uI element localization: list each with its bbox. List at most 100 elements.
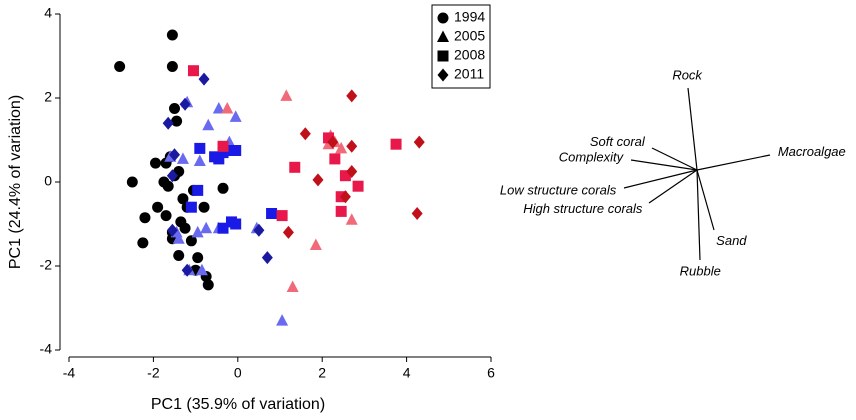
point bbox=[289, 161, 301, 173]
point bbox=[217, 222, 229, 234]
point bbox=[179, 222, 191, 234]
point bbox=[187, 65, 199, 77]
point bbox=[166, 29, 178, 41]
loading-vector bbox=[623, 169, 698, 189]
point bbox=[346, 139, 358, 153]
point bbox=[162, 180, 174, 192]
point bbox=[335, 141, 348, 154]
point bbox=[286, 280, 299, 292]
legend-label: 1994 bbox=[454, 9, 485, 25]
point bbox=[411, 207, 423, 220]
point bbox=[346, 165, 358, 178]
point bbox=[194, 142, 206, 154]
point bbox=[166, 169, 178, 183]
point bbox=[150, 157, 162, 169]
point bbox=[193, 154, 206, 166]
y-tick-label: -4 bbox=[40, 341, 53, 357]
legend-marker bbox=[437, 68, 449, 82]
point bbox=[266, 208, 278, 219]
legend-marker bbox=[437, 12, 449, 24]
point bbox=[176, 152, 189, 164]
point bbox=[276, 210, 288, 222]
point bbox=[114, 61, 126, 72]
point bbox=[185, 201, 197, 213]
loading-vector bbox=[630, 159, 698, 171]
vector-label: High structure corals bbox=[523, 201, 643, 216]
point bbox=[223, 145, 235, 156]
point bbox=[192, 252, 204, 264]
point bbox=[229, 110, 242, 122]
point bbox=[169, 148, 180, 162]
point bbox=[169, 103, 180, 114]
point bbox=[162, 116, 174, 130]
point bbox=[202, 279, 214, 291]
loading-vector bbox=[687, 87, 698, 171]
point bbox=[217, 182, 229, 194]
vector-label: Low structure corals bbox=[500, 182, 617, 197]
point bbox=[166, 223, 178, 237]
point bbox=[327, 135, 339, 149]
point bbox=[312, 173, 324, 187]
point bbox=[390, 138, 402, 150]
point bbox=[172, 232, 185, 244]
point bbox=[413, 135, 425, 149]
point bbox=[345, 213, 358, 225]
point bbox=[213, 153, 225, 165]
point bbox=[191, 225, 204, 238]
point bbox=[198, 72, 210, 86]
point bbox=[173, 250, 185, 261]
legend-label: 2005 bbox=[454, 28, 485, 44]
point bbox=[185, 235, 197, 247]
x-tick-label: 6 bbox=[487, 365, 495, 381]
y-axis-label: PC1 (24.4% of variation) bbox=[7, 95, 24, 269]
vector-label: Rock bbox=[672, 68, 703, 83]
legend-marker bbox=[437, 30, 449, 42]
point bbox=[152, 201, 164, 213]
x-axis-label: PC1 (35.9% of variation) bbox=[151, 396, 325, 413]
point bbox=[339, 170, 351, 182]
vector-label: Complexity bbox=[559, 150, 625, 165]
point bbox=[198, 201, 210, 213]
point bbox=[195, 263, 208, 276]
point bbox=[126, 176, 138, 188]
point bbox=[261, 251, 273, 265]
point bbox=[280, 89, 293, 101]
point bbox=[230, 145, 242, 156]
point bbox=[200, 221, 213, 234]
point bbox=[137, 237, 149, 249]
point bbox=[217, 147, 229, 159]
point bbox=[276, 314, 289, 326]
point bbox=[192, 184, 204, 196]
loading-vector bbox=[648, 169, 698, 204]
point bbox=[323, 132, 335, 144]
vector-label: Sand bbox=[716, 233, 747, 248]
point bbox=[166, 61, 178, 72]
x-tick-label: -2 bbox=[147, 365, 160, 381]
y-tick-label: 0 bbox=[44, 173, 52, 189]
loading-vector bbox=[651, 147, 698, 171]
point bbox=[177, 193, 189, 205]
point bbox=[171, 115, 183, 127]
vector-label: Rubble bbox=[680, 263, 721, 278]
x-tick-label: 4 bbox=[403, 365, 411, 381]
point bbox=[139, 212, 151, 224]
point bbox=[282, 225, 294, 239]
loading-vector bbox=[696, 154, 771, 171]
legend-label: 2011 bbox=[454, 66, 484, 82]
point bbox=[160, 210, 172, 222]
point bbox=[212, 102, 225, 114]
point bbox=[309, 238, 322, 250]
vector-label: Macroalgae bbox=[778, 144, 846, 159]
vector-label: Soft coral bbox=[590, 134, 646, 149]
x-tick-label: 0 bbox=[234, 365, 242, 381]
point bbox=[329, 153, 341, 165]
legend-marker bbox=[437, 50, 449, 62]
point bbox=[339, 190, 351, 204]
point bbox=[352, 180, 364, 192]
point bbox=[230, 218, 242, 230]
point bbox=[181, 263, 193, 277]
loading-vector bbox=[696, 169, 715, 231]
point bbox=[253, 223, 265, 237]
point bbox=[346, 89, 358, 103]
